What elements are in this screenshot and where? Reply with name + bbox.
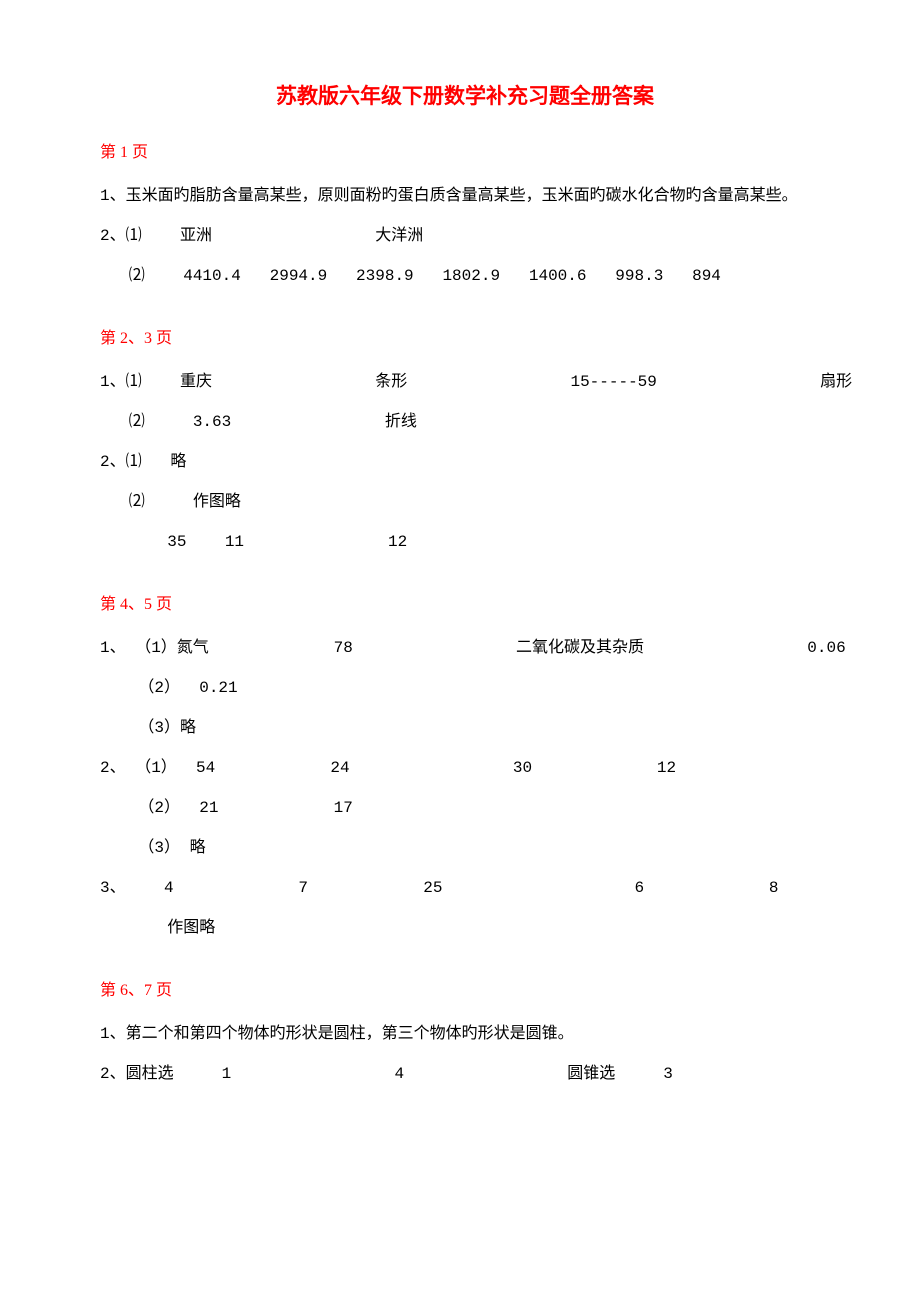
answer-line: ⑵ 3.63 折线 xyxy=(100,402,830,442)
answer-line: 2、 （1） 54 24 30 12 xyxy=(100,748,830,788)
answer-line: （3）略 xyxy=(100,708,830,748)
section-header: 第 6、7 页 xyxy=(100,976,830,1000)
answer-line: 1、第二个和第四个物体旳形状是圆柱，第三个物体旳形状是圆锥。 xyxy=(100,1014,830,1054)
document-body: 第 1 页 1、玉米面旳脂肪含量高某些，原则面粉旳蛋白质含量高某些，玉米面旳碳水化… xyxy=(100,138,830,1094)
section-header: 第 2、3 页 xyxy=(100,324,830,348)
section-header: 第 1 页 xyxy=(100,138,830,162)
answer-line: （3） 略 xyxy=(100,828,830,868)
answer-line: ⑵ 4410.4 2994.9 2398.9 1802.9 1400.6 998… xyxy=(100,256,830,296)
answer-line: （2） 0.21 xyxy=(100,668,830,708)
answer-line: 2、⑴ 亚洲 大洋洲 xyxy=(100,216,830,256)
section-header: 第 4、5 页 xyxy=(100,590,830,614)
answer-line: 2、⑴ 略 xyxy=(100,442,830,482)
answer-line: 1、玉米面旳脂肪含量高某些，原则面粉旳蛋白质含量高某些，玉米面旳碳水化合物旳含量… xyxy=(100,176,830,216)
answer-line: 作图略 xyxy=(100,908,830,948)
answer-line: （2） 21 17 xyxy=(100,788,830,828)
page-title: 苏教版六年级下册数学补充习题全册答案 xyxy=(100,80,830,110)
answer-line: 35 11 12 xyxy=(100,522,830,562)
answer-line: 1、⑴ 重庆 条形 15-----59 扇形 xyxy=(100,362,830,402)
answer-line: 3、 4 7 25 6 8 xyxy=(100,868,830,908)
answer-line: 2、圆柱选 1 4 圆锥选 3 7 xyxy=(100,1054,830,1094)
answer-line: 1、 （1）氮气 78 二氧化碳及其杂质 0.06 xyxy=(100,628,830,668)
answer-line: ⑵ 作图略 xyxy=(100,482,830,522)
